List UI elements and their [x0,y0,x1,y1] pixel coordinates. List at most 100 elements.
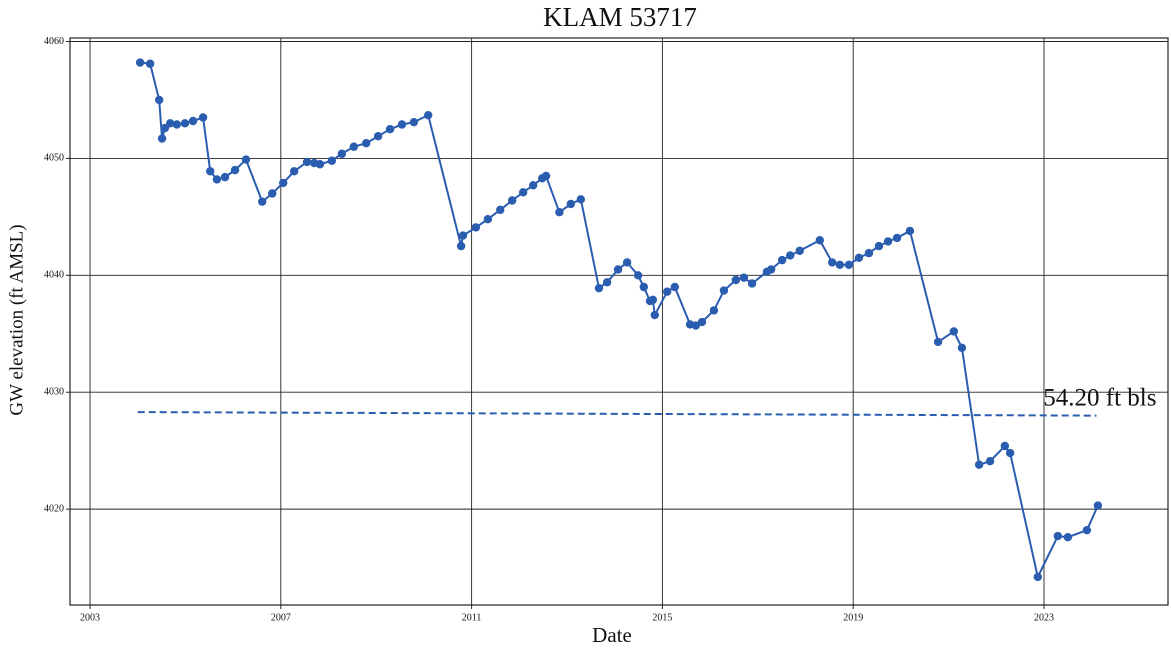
data-point [518,188,528,197]
data-point [145,59,155,68]
data-point [555,207,564,217]
y-tick-label: 4050 [44,153,64,164]
data-point [385,124,395,134]
data-point [739,273,749,282]
data-point [456,241,466,251]
data-point [650,310,659,320]
data-point [985,457,995,466]
data-point [602,278,612,287]
x-tick-label: 2011 [462,612,482,623]
data-point [844,260,854,269]
data-point [541,171,551,181]
data-point [496,205,505,215]
data-point [1063,532,1073,542]
data-point [362,139,371,148]
y-tick-label: 4060 [44,36,64,47]
data-point [576,195,586,204]
data-point [268,189,277,198]
data-point [188,116,198,126]
data-point [230,165,240,175]
data-point [157,134,167,143]
data-point [302,157,312,167]
data-point [206,167,215,176]
data-point [507,196,517,205]
data-point [786,251,795,260]
data-point [212,175,222,184]
data-point [289,167,299,176]
data-point [905,226,915,236]
data-point [883,237,893,246]
data-point [957,343,967,353]
data-point [639,282,649,292]
data-point [691,321,700,330]
data-point [892,233,902,243]
data-point [279,178,288,188]
y-tick-label: 4040 [44,270,64,281]
data-point [172,120,182,129]
data-point [828,258,837,267]
data-point [933,337,943,347]
data-point [198,113,208,122]
data-point [777,255,787,265]
data-point [709,306,719,315]
data-point [337,149,347,158]
data-point [458,231,468,240]
data-point [483,215,493,224]
data-point [1033,572,1042,582]
y-tick-label: 4030 [44,387,64,398]
data-point [241,155,251,164]
data-point [835,260,845,269]
x-axis-label: Date [592,623,632,647]
data-point [648,295,658,305]
data-point [622,258,632,267]
x-tick-label: 2003 [80,612,100,623]
data-point [154,95,164,105]
x-tick-label: 2023 [1034,612,1054,623]
data-point [974,460,984,469]
data-point [594,283,604,293]
data-point [613,265,623,274]
data-point [327,156,337,165]
data-point [854,253,864,262]
data-point [165,119,175,128]
x-tick-label: 2019 [843,612,863,623]
data-point [795,246,804,255]
data-point [471,223,481,232]
plot-frame [69,37,1169,606]
data-point [864,248,874,258]
data-point [719,286,729,295]
data-point [528,181,538,190]
data-point [731,275,741,285]
data-point [633,271,643,280]
data-point [258,197,267,206]
data-point [874,241,884,251]
reference-label: 54.20 ft bls [1043,384,1156,411]
data-point [409,117,419,127]
data-point [949,327,959,336]
data-point [1082,525,1092,535]
data-point [1053,531,1063,541]
data-point [397,120,407,129]
data-point [566,199,576,209]
data-point [1000,441,1010,451]
y-axis-label: GW elevation (ft AMSL) [6,224,27,415]
data-point [315,160,325,169]
x-tick-label: 2015 [652,612,672,623]
data-point [424,110,433,120]
y-tick-label: 4020 [44,503,64,514]
reference-line [137,411,1097,417]
data-point [747,279,757,288]
data-point [1093,501,1103,510]
data-point [180,119,190,128]
data-point [670,282,680,292]
data-point [662,287,672,296]
data-point [349,142,359,151]
data-point [135,58,145,67]
data-point [1005,448,1015,458]
data-point [697,317,707,327]
x-tick-label: 2007 [271,612,291,623]
data-point [373,132,383,141]
data-line [140,61,1099,580]
data-point [815,236,825,245]
